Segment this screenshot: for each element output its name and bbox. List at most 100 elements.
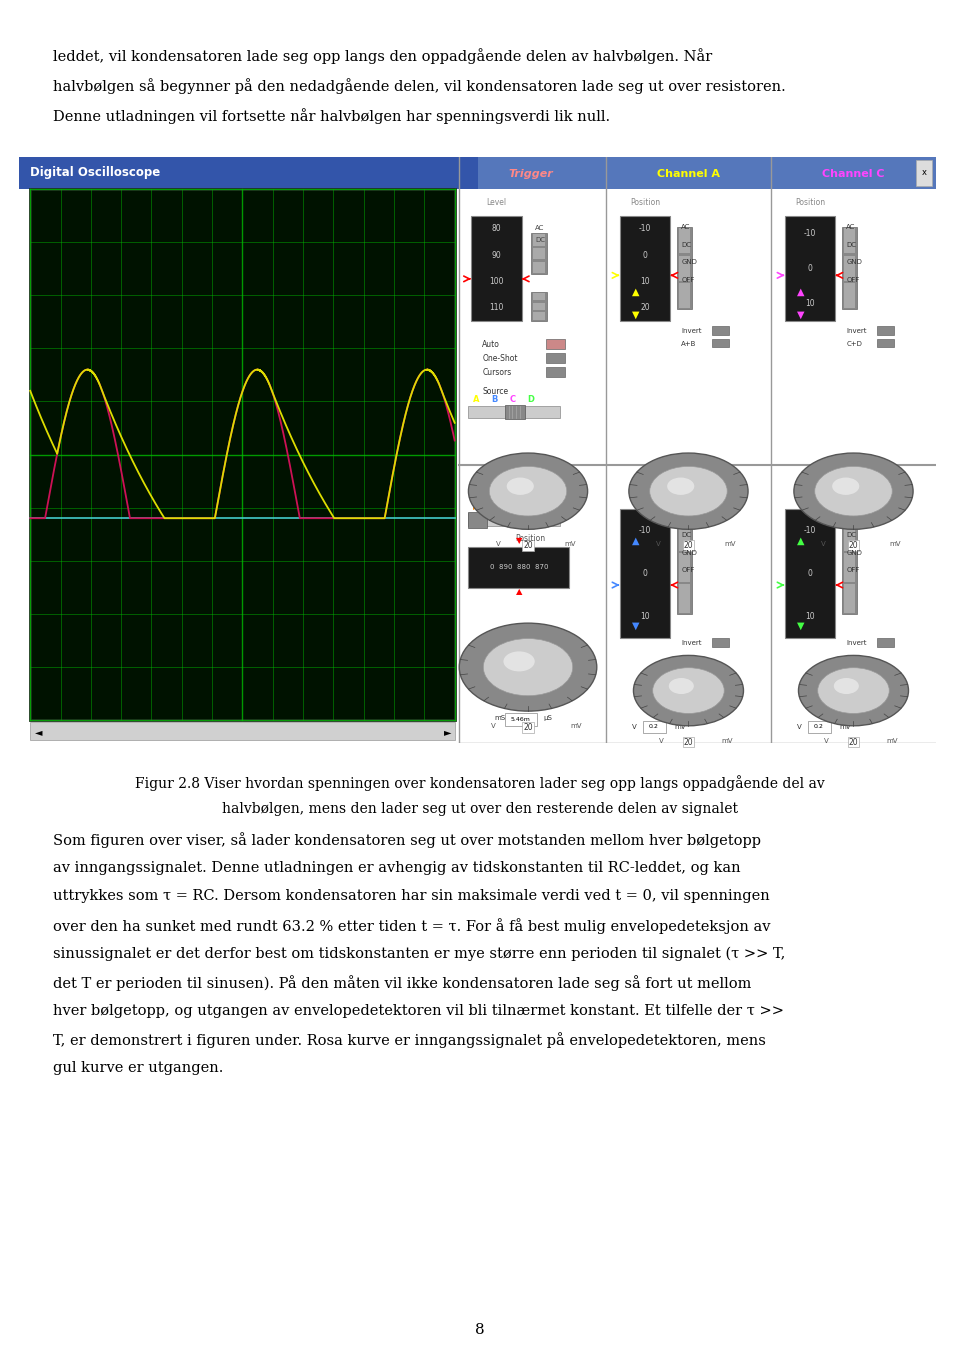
- Bar: [505, 713, 538, 726]
- Text: halvbølgen så begynner på den nedadgående delen, vil kondensatoren lade seg ut o: halvbølgen så begynner på den nedadgåend…: [53, 78, 785, 94]
- Circle shape: [669, 678, 694, 694]
- Text: C+D: C+D: [846, 341, 862, 346]
- Bar: [845, 284, 855, 308]
- Text: ▼: ▼: [797, 310, 804, 321]
- Text: ▲: ▲: [797, 286, 804, 297]
- Text: uttrykkes som τ = RC. Dersom kondensatoren har sin maksimale verdi ved t = 0, vi: uttrykkes som τ = RC. Dersom kondensator…: [53, 889, 770, 903]
- Text: x: x: [922, 169, 926, 177]
- Bar: [678, 228, 692, 310]
- Bar: [680, 256, 690, 281]
- Text: V: V: [496, 542, 500, 547]
- Text: Digital Oscilloscope: Digital Oscilloscope: [30, 166, 160, 180]
- Text: 20: 20: [684, 738, 693, 746]
- Bar: [845, 256, 855, 281]
- Text: ▲: ▲: [632, 536, 639, 546]
- Bar: [531, 292, 547, 321]
- Bar: [845, 584, 855, 614]
- Text: ▼: ▼: [797, 621, 804, 632]
- Circle shape: [459, 623, 597, 711]
- Text: V: V: [492, 723, 496, 728]
- Text: mV: mV: [564, 542, 575, 547]
- Text: 0  890  880  870: 0 890 880 870: [490, 565, 548, 570]
- Text: DC: DC: [682, 241, 691, 248]
- Bar: [916, 160, 932, 186]
- Text: mV: mV: [570, 723, 582, 728]
- Bar: [680, 584, 690, 614]
- Text: -10: -10: [638, 224, 651, 233]
- Bar: [877, 338, 894, 348]
- Text: Level: Level: [487, 198, 507, 207]
- Text: Position: Position: [630, 491, 660, 501]
- Text: C: C: [510, 396, 516, 404]
- Bar: [30, 190, 455, 720]
- Bar: [19, 157, 936, 190]
- Bar: [533, 312, 545, 321]
- Text: V: V: [822, 542, 826, 547]
- Text: GND: GND: [846, 550, 862, 555]
- Bar: [678, 521, 692, 614]
- Circle shape: [832, 477, 859, 495]
- Bar: [680, 552, 690, 582]
- Text: mV: mV: [890, 542, 900, 547]
- Text: 0: 0: [807, 263, 812, 273]
- Text: DC: DC: [846, 532, 856, 539]
- Text: Source: Source: [487, 490, 513, 499]
- Bar: [546, 353, 564, 363]
- Text: V: V: [657, 542, 661, 547]
- Text: Invert: Invert: [846, 327, 867, 334]
- Circle shape: [834, 678, 859, 694]
- Text: GND: GND: [846, 259, 862, 266]
- Text: det T er perioden til sinusen). På den måten vil ikke kondensatoren lade seg så : det T er perioden til sinusen). På den m…: [53, 975, 751, 992]
- Circle shape: [503, 652, 535, 671]
- Text: A: A: [484, 502, 490, 510]
- Text: mV: mV: [886, 738, 898, 743]
- Text: Denne utladningen vil fortsette når halvbølgen har spenningsverdi lik null.: Denne utladningen vil fortsette når halv…: [53, 108, 610, 124]
- Circle shape: [667, 477, 694, 495]
- Bar: [807, 722, 830, 732]
- Text: Horizontal: Horizontal: [498, 465, 563, 476]
- Text: ▲: ▲: [797, 536, 804, 546]
- Bar: [845, 228, 855, 254]
- Bar: [712, 638, 729, 647]
- Text: 80: 80: [492, 224, 501, 233]
- Bar: [784, 216, 835, 321]
- Bar: [477, 157, 936, 190]
- Bar: [620, 216, 670, 321]
- Text: 8: 8: [475, 1323, 485, 1337]
- Text: Channel B: Channel B: [657, 465, 720, 476]
- Text: Channel A: Channel A: [657, 169, 720, 180]
- Bar: [642, 722, 665, 732]
- Text: D: D: [527, 396, 535, 404]
- Bar: [468, 547, 569, 588]
- Text: ▼: ▼: [516, 536, 522, 544]
- Text: C: C: [516, 502, 523, 510]
- Circle shape: [799, 656, 908, 726]
- Circle shape: [483, 638, 573, 696]
- Bar: [712, 338, 729, 348]
- Text: 0: 0: [642, 569, 647, 578]
- Text: 0.2: 0.2: [649, 724, 659, 730]
- Text: GND: GND: [682, 550, 697, 555]
- Bar: [468, 513, 560, 527]
- Text: 0.2: 0.2: [814, 724, 824, 730]
- Text: gul kurve er utgangen.: gul kurve er utgangen.: [53, 1061, 223, 1075]
- Text: halvbølgen, mens den lader seg ut over den resterende delen av signalet: halvbølgen, mens den lader seg ut over d…: [222, 802, 738, 816]
- Text: mS: mS: [494, 715, 505, 722]
- Circle shape: [490, 466, 566, 516]
- Circle shape: [468, 453, 588, 529]
- Text: OFF: OFF: [846, 567, 859, 573]
- Text: 5.46m: 5.46m: [511, 717, 531, 722]
- Bar: [533, 235, 545, 246]
- Text: Position: Position: [795, 198, 825, 207]
- Text: DC: DC: [682, 532, 691, 539]
- Text: 0: 0: [642, 251, 647, 259]
- Text: Figur 2.8 Viser hvordan spenningen over kondensatoren lader seg opp langs oppadg: Figur 2.8 Viser hvordan spenningen over …: [135, 775, 825, 791]
- Text: 20: 20: [849, 738, 858, 746]
- Text: Position: Position: [516, 535, 546, 543]
- Text: D: D: [533, 502, 540, 510]
- Bar: [533, 303, 545, 310]
- Text: Invert: Invert: [682, 327, 702, 334]
- Circle shape: [653, 668, 724, 713]
- Text: ►: ►: [444, 727, 451, 737]
- Bar: [531, 233, 547, 274]
